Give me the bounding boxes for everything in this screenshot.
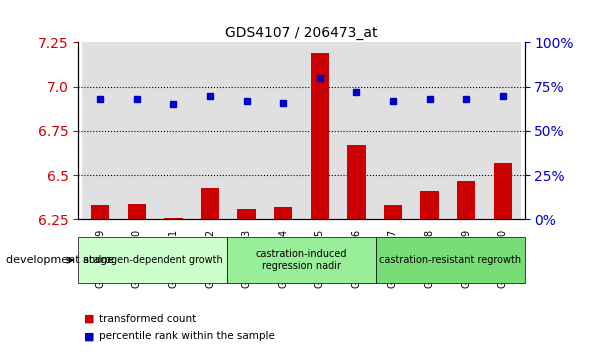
Text: percentile rank within the sample: percentile rank within the sample: [99, 331, 276, 341]
Bar: [265, 42, 302, 219]
Bar: [302, 42, 338, 219]
Text: development stage: development stage: [6, 255, 114, 265]
Text: androgen-dependent growth: androgen-dependent growth: [83, 255, 223, 265]
Bar: [82, 42, 119, 219]
Bar: [238, 209, 256, 219]
Bar: [347, 145, 365, 219]
Bar: [374, 42, 411, 219]
Bar: [311, 53, 329, 219]
Bar: [119, 42, 155, 219]
Text: ■: ■: [84, 331, 95, 341]
Bar: [448, 42, 484, 219]
Bar: [384, 205, 402, 219]
Bar: [229, 42, 265, 219]
Bar: [484, 42, 521, 219]
Text: ■: ■: [84, 314, 95, 324]
Text: transformed count: transformed count: [99, 314, 197, 324]
Bar: [420, 191, 438, 219]
Text: castration-resistant regrowth: castration-resistant regrowth: [379, 255, 522, 265]
Bar: [457, 181, 475, 219]
Title: GDS4107 / 206473_at: GDS4107 / 206473_at: [226, 26, 377, 40]
Text: castration-induced
regression nadir: castration-induced regression nadir: [256, 249, 347, 271]
Bar: [165, 218, 183, 219]
Bar: [493, 163, 512, 219]
Bar: [128, 204, 146, 219]
Bar: [201, 188, 219, 219]
Bar: [411, 42, 448, 219]
Bar: [91, 205, 110, 219]
Bar: [192, 42, 229, 219]
Bar: [155, 42, 192, 219]
Bar: [338, 42, 374, 219]
Bar: [274, 207, 292, 219]
